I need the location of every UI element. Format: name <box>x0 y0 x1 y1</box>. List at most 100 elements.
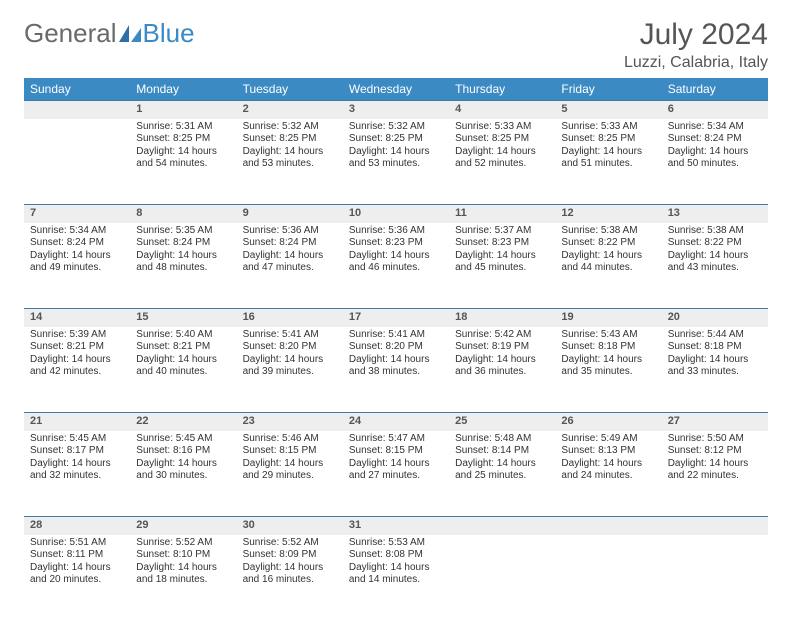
day-data-row: Sunrise: 5:51 AMSunset: 8:11 PMDaylight:… <box>24 535 768 621</box>
day-number: 6 <box>662 101 768 119</box>
sunrise-text: Sunrise: 5:39 AM <box>30 329 124 342</box>
day-number: 29 <box>130 517 236 535</box>
day1-text: Daylight: 14 hours <box>136 458 230 471</box>
day-data-row: Sunrise: 5:31 AMSunset: 8:25 PMDaylight:… <box>24 119 768 205</box>
sunrise-text: Sunrise: 5:44 AM <box>668 329 762 342</box>
day-cell: Sunrise: 5:47 AMSunset: 8:15 PMDaylight:… <box>343 431 449 517</box>
sunset-text: Sunset: 8:20 PM <box>349 341 443 354</box>
day2-text: and 43 minutes. <box>668 262 762 275</box>
sunset-text: Sunset: 8:08 PM <box>349 549 443 562</box>
sunrise-text: Sunrise: 5:45 AM <box>136 433 230 446</box>
sunset-text: Sunset: 8:25 PM <box>136 133 230 146</box>
day1-text: Daylight: 14 hours <box>668 354 762 367</box>
day-number: 24 <box>343 413 449 431</box>
day-number: 7 <box>24 205 130 223</box>
sunset-text: Sunset: 8:24 PM <box>243 237 337 250</box>
day2-text: and 40 minutes. <box>136 366 230 379</box>
day1-text: Daylight: 14 hours <box>561 354 655 367</box>
sunrise-text: Sunrise: 5:36 AM <box>243 225 337 238</box>
day-cell: Sunrise: 5:38 AMSunset: 8:22 PMDaylight:… <box>662 223 768 309</box>
day1-text: Daylight: 14 hours <box>136 250 230 263</box>
day1-text: Daylight: 14 hours <box>455 146 549 159</box>
logo-text-blue: Blue <box>143 18 195 49</box>
day1-text: Daylight: 14 hours <box>455 354 549 367</box>
sunrise-text: Sunrise: 5:53 AM <box>349 537 443 550</box>
day2-text: and 45 minutes. <box>455 262 549 275</box>
day-number: 3 <box>343 101 449 119</box>
day-cell: Sunrise: 5:36 AMSunset: 8:24 PMDaylight:… <box>237 223 343 309</box>
sunrise-text: Sunrise: 5:32 AM <box>349 121 443 134</box>
day2-text: and 48 minutes. <box>136 262 230 275</box>
day-cell <box>24 119 130 205</box>
day-cell: Sunrise: 5:53 AMSunset: 8:08 PMDaylight:… <box>343 535 449 621</box>
calendar-table: Sunday Monday Tuesday Wednesday Thursday… <box>24 78 768 621</box>
day2-text: and 38 minutes. <box>349 366 443 379</box>
sunset-text: Sunset: 8:25 PM <box>561 133 655 146</box>
day1-text: Daylight: 14 hours <box>243 354 337 367</box>
day2-text: and 22 minutes. <box>668 470 762 483</box>
sunset-text: Sunset: 8:25 PM <box>455 133 549 146</box>
daynum-row: 21222324252627 <box>24 413 768 431</box>
day-cell: Sunrise: 5:31 AMSunset: 8:25 PMDaylight:… <box>130 119 236 205</box>
day-number: 10 <box>343 205 449 223</box>
day-data-row: Sunrise: 5:34 AMSunset: 8:24 PMDaylight:… <box>24 223 768 309</box>
sunset-text: Sunset: 8:21 PM <box>30 341 124 354</box>
sunrise-text: Sunrise: 5:50 AM <box>668 433 762 446</box>
day1-text: Daylight: 14 hours <box>349 250 443 263</box>
day-number: 15 <box>130 309 236 327</box>
sunrise-text: Sunrise: 5:36 AM <box>349 225 443 238</box>
weekday-header: Saturday <box>662 78 768 101</box>
sunset-text: Sunset: 8:19 PM <box>455 341 549 354</box>
day1-text: Daylight: 14 hours <box>136 562 230 575</box>
day-number: 20 <box>662 309 768 327</box>
day-data-row: Sunrise: 5:45 AMSunset: 8:17 PMDaylight:… <box>24 431 768 517</box>
day1-text: Daylight: 14 hours <box>668 458 762 471</box>
day-cell: Sunrise: 5:52 AMSunset: 8:10 PMDaylight:… <box>130 535 236 621</box>
day1-text: Daylight: 14 hours <box>561 250 655 263</box>
day1-text: Daylight: 14 hours <box>668 250 762 263</box>
day2-text: and 33 minutes. <box>668 366 762 379</box>
day-cell: Sunrise: 5:43 AMSunset: 8:18 PMDaylight:… <box>555 327 661 413</box>
day-number: 4 <box>449 101 555 119</box>
day-number <box>555 517 661 535</box>
sunset-text: Sunset: 8:18 PM <box>561 341 655 354</box>
day-number: 1 <box>130 101 236 119</box>
weekday-header: Sunday <box>24 78 130 101</box>
location-text: Luzzi, Calabria, Italy <box>624 54 768 72</box>
day-number: 28 <box>24 517 130 535</box>
day-cell: Sunrise: 5:37 AMSunset: 8:23 PMDaylight:… <box>449 223 555 309</box>
sunrise-text: Sunrise: 5:33 AM <box>561 121 655 134</box>
sunset-text: Sunset: 8:10 PM <box>136 549 230 562</box>
day2-text: and 44 minutes. <box>561 262 655 275</box>
day-cell: Sunrise: 5:45 AMSunset: 8:17 PMDaylight:… <box>24 431 130 517</box>
day2-text: and 49 minutes. <box>30 262 124 275</box>
day1-text: Daylight: 14 hours <box>349 458 443 471</box>
day1-text: Daylight: 14 hours <box>30 458 124 471</box>
sunrise-text: Sunrise: 5:33 AM <box>455 121 549 134</box>
day2-text: and 27 minutes. <box>349 470 443 483</box>
sunset-text: Sunset: 8:25 PM <box>349 133 443 146</box>
weekday-header-row: Sunday Monday Tuesday Wednesday Thursday… <box>24 78 768 101</box>
day2-text: and 24 minutes. <box>561 470 655 483</box>
title-block: July 2024 Luzzi, Calabria, Italy <box>624 18 768 72</box>
day-number: 26 <box>555 413 661 431</box>
day-number: 11 <box>449 205 555 223</box>
day-number: 30 <box>237 517 343 535</box>
day2-text: and 14 minutes. <box>349 574 443 587</box>
sunrise-text: Sunrise: 5:37 AM <box>455 225 549 238</box>
day1-text: Daylight: 14 hours <box>30 250 124 263</box>
day-cell: Sunrise: 5:50 AMSunset: 8:12 PMDaylight:… <box>662 431 768 517</box>
day1-text: Daylight: 14 hours <box>136 354 230 367</box>
day1-text: Daylight: 14 hours <box>668 146 762 159</box>
day-number: 9 <box>237 205 343 223</box>
day1-text: Daylight: 14 hours <box>30 354 124 367</box>
day-number: 17 <box>343 309 449 327</box>
day2-text: and 52 minutes. <box>455 158 549 171</box>
day-number: 2 <box>237 101 343 119</box>
day2-text: and 51 minutes. <box>561 158 655 171</box>
weekday-header: Monday <box>130 78 236 101</box>
sunset-text: Sunset: 8:15 PM <box>243 445 337 458</box>
day-cell: Sunrise: 5:36 AMSunset: 8:23 PMDaylight:… <box>343 223 449 309</box>
day-cell: Sunrise: 5:39 AMSunset: 8:21 PMDaylight:… <box>24 327 130 413</box>
daynum-row: 78910111213 <box>24 205 768 223</box>
